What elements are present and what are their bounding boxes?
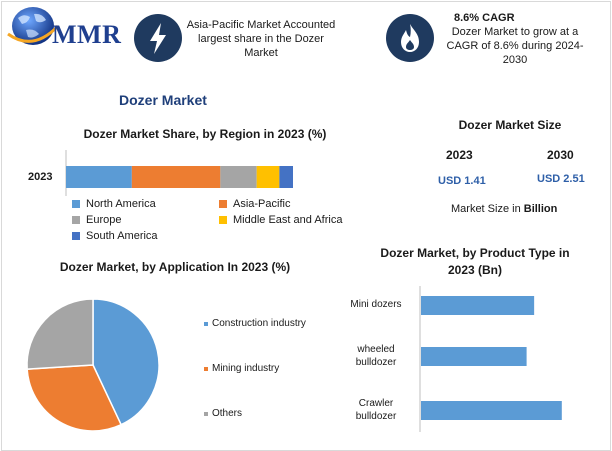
legend-swatch bbox=[72, 232, 80, 240]
info-asia-pacific: Asia-Pacific Market Accounted largest sh… bbox=[186, 18, 336, 60]
product-category-line: Mini dozers bbox=[350, 299, 402, 310]
pie-legend-item: Construction industry bbox=[204, 318, 306, 329]
legend-label: Europe bbox=[86, 214, 122, 226]
legend-swatch bbox=[219, 200, 227, 208]
product-category-line: Crawler bbox=[358, 398, 394, 409]
market-size-year-2030: 2030 bbox=[547, 148, 574, 162]
pie-legend-item: Others bbox=[204, 408, 242, 419]
info1-line: largest share in the Dozer bbox=[198, 33, 324, 45]
market-size-caption-prefix: Market Size in bbox=[451, 203, 524, 215]
legend-swatch bbox=[72, 200, 80, 208]
application-chart-title: Dozer Market, by Application In 2023 (%) bbox=[59, 260, 291, 274]
info2-line: Dozer Market to grow at a bbox=[451, 26, 579, 38]
product-category-label: wheeled bulldozer bbox=[340, 343, 412, 369]
application-pie-chart bbox=[26, 298, 160, 432]
legend-item: Europe bbox=[72, 214, 121, 226]
region-bar-segment bbox=[220, 166, 257, 188]
product-category-line: bulldozer bbox=[355, 411, 397, 422]
legend-label: Middle East and Africa bbox=[233, 214, 343, 226]
legend-item: North America bbox=[72, 198, 156, 210]
legend-item: Asia-Pacific bbox=[219, 198, 290, 210]
cagr-title: 8.6% CAGR bbox=[454, 12, 515, 24]
product-bar bbox=[421, 401, 562, 420]
pie-legend-label: Others bbox=[212, 408, 243, 419]
pie-legend-item: Mining industry bbox=[204, 363, 279, 374]
region-bar-segment bbox=[131, 166, 221, 188]
market-size-caption-unit: Billion bbox=[523, 203, 558, 215]
market-size-value-2023: USD 1.41 bbox=[438, 175, 486, 187]
flame-icon bbox=[386, 14, 434, 62]
info2-line: CAGR of 8.6% during 2024- bbox=[446, 40, 584, 52]
product-category-label: Crawler bulldozer bbox=[340, 397, 412, 423]
market-size-caption: Market Size in Billion bbox=[451, 203, 557, 215]
info2-line: 2030 bbox=[502, 54, 528, 66]
region-bar-segment bbox=[66, 166, 132, 188]
pie-legend-label: Construction industry bbox=[212, 318, 306, 329]
pie-legend-swatch bbox=[204, 411, 208, 416]
region-bar-segment bbox=[279, 166, 293, 188]
product-category-line: wheeled bbox=[357, 344, 395, 355]
legend-label: Asia-Pacific bbox=[233, 198, 291, 210]
legend-swatch bbox=[219, 216, 227, 224]
market-size-title: Dozer Market Size bbox=[458, 118, 562, 132]
region-stacked-bar-chart bbox=[65, 150, 293, 196]
region-category-label: 2023 bbox=[28, 171, 53, 183]
product-category-line: bulldozer bbox=[355, 357, 397, 368]
legend-label: North America bbox=[86, 198, 156, 210]
info1-line: Market bbox=[244, 47, 278, 59]
pie-slice bbox=[26, 298, 94, 370]
pie-slice bbox=[26, 364, 123, 432]
region-bar-segment bbox=[256, 166, 280, 188]
product-category-label: Mini dozers bbox=[340, 298, 412, 311]
info-cagr: 8.6% CAGR Dozer Market to grow at a CAGR… bbox=[440, 11, 590, 67]
globe-icon bbox=[7, 7, 60, 45]
product-bar bbox=[421, 347, 527, 366]
logo-text: MMR bbox=[52, 20, 122, 49]
legend-swatch bbox=[72, 216, 80, 224]
product-bar bbox=[421, 296, 535, 315]
product-bar-chart bbox=[419, 286, 562, 432]
market-size-value-2030: USD 2.51 bbox=[537, 173, 585, 185]
legend-item: Middle East and Africa bbox=[219, 214, 342, 226]
lightning-bolt-icon bbox=[134, 14, 182, 62]
legend-item: South America bbox=[72, 230, 158, 242]
legend-label: South America bbox=[86, 230, 158, 242]
page-title: Dozer Market bbox=[119, 92, 207, 108]
pie-legend-swatch bbox=[204, 366, 208, 371]
pie-legend-swatch bbox=[204, 321, 208, 326]
product-chart-title: Dozer Market, by Product Type in 2023 (B… bbox=[380, 246, 570, 277]
region-chart-title: Dozer Market Share, by Region in 2023 (%… bbox=[83, 127, 327, 141]
info1-line: Asia-Pacific Market Accounted bbox=[186, 19, 336, 31]
pie-legend-label: Mining industry bbox=[212, 363, 280, 374]
pie-slice bbox=[92, 298, 160, 426]
market-size-year-2023: 2023 bbox=[446, 148, 473, 162]
